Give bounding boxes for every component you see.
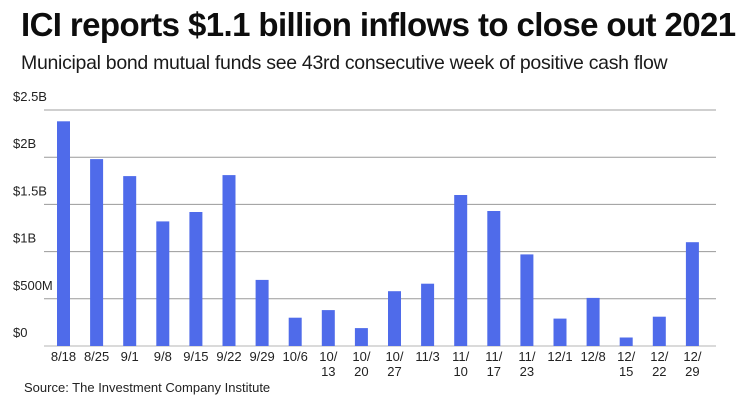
x-tick-label: 12/8 (580, 349, 605, 364)
bar (90, 159, 104, 346)
x-tick-label: 9/8 (154, 349, 172, 364)
bar (354, 328, 368, 346)
bar (520, 254, 534, 346)
x-tick-label: 8/18 (51, 349, 76, 364)
x-tick-label: 10 (453, 364, 467, 379)
x-tick-label: 8/25 (84, 349, 109, 364)
bar (553, 318, 567, 346)
x-tick-label: 9/22 (216, 349, 241, 364)
x-tick-label: 20 (354, 364, 368, 379)
bar (586, 297, 600, 346)
bar (685, 242, 699, 346)
bar (652, 316, 666, 346)
x-tick-label: 12/1 (547, 349, 572, 364)
x-tick-label: 12/ (617, 349, 635, 364)
bar (388, 291, 401, 346)
y-tick-label: $2.5B (13, 89, 47, 104)
y-axis-ticks: $0 $500M $1B $1.5B $2B $2.5B (13, 89, 53, 340)
chart-subtitle: Municipal bond mutual funds see 43rd con… (21, 52, 668, 74)
x-tick-label: 10/6 (283, 349, 308, 364)
bar (487, 211, 501, 346)
x-tick-label: 22 (652, 364, 666, 379)
bar (288, 317, 302, 346)
chart-title: ICI reports $1.1 billion inflows to clos… (21, 6, 736, 43)
x-tick-label: 10/ (319, 349, 337, 364)
y-tick-label: $1B (13, 231, 36, 246)
x-tick-label: 9/1 (121, 349, 139, 364)
x-tick-label: 15 (619, 364, 633, 379)
x-tick-label: 10/ (385, 349, 403, 364)
x-tick-label: 11/ (452, 349, 469, 364)
bar (619, 337, 633, 346)
x-tick-label: 29 (685, 364, 699, 379)
x-tick-label: 10/ (352, 349, 370, 364)
bar (57, 121, 70, 346)
x-tick-label: 13 (321, 364, 335, 379)
bar (454, 195, 468, 346)
y-tick-label: $500M (13, 278, 53, 293)
x-tick-label: 12/ (683, 349, 701, 364)
x-tick-label: 11/3 (415, 349, 439, 364)
x-tick-label: 12/ (650, 349, 668, 364)
bar (222, 175, 236, 346)
bar (123, 176, 137, 346)
x-tick-label: 9/15 (183, 349, 208, 364)
bar (189, 212, 203, 346)
x-tick-label: 11/ (518, 349, 535, 364)
x-tick-label: 17 (487, 364, 501, 379)
gridlines (44, 109, 716, 347)
x-axis-ticks: 8/18 8/25 9/1 9/8 9/15 9/22 9/29 10/6 10/1310/20… (51, 349, 702, 379)
x-tick-label: 9/29 (249, 349, 274, 364)
bar (255, 279, 269, 346)
y-tick-label: $2B (13, 136, 36, 151)
bar (156, 221, 170, 346)
x-tick-label: 23 (520, 364, 534, 379)
bar (321, 310, 335, 346)
source-note: Source: The Investment Company Institute (24, 380, 271, 395)
bar (421, 283, 435, 346)
x-tick-label: 27 (387, 364, 401, 379)
bars (57, 121, 699, 346)
y-tick-label: $0 (13, 325, 27, 340)
x-tick-label: 11/ (485, 349, 502, 364)
y-tick-label: $1.5B (13, 183, 47, 198)
